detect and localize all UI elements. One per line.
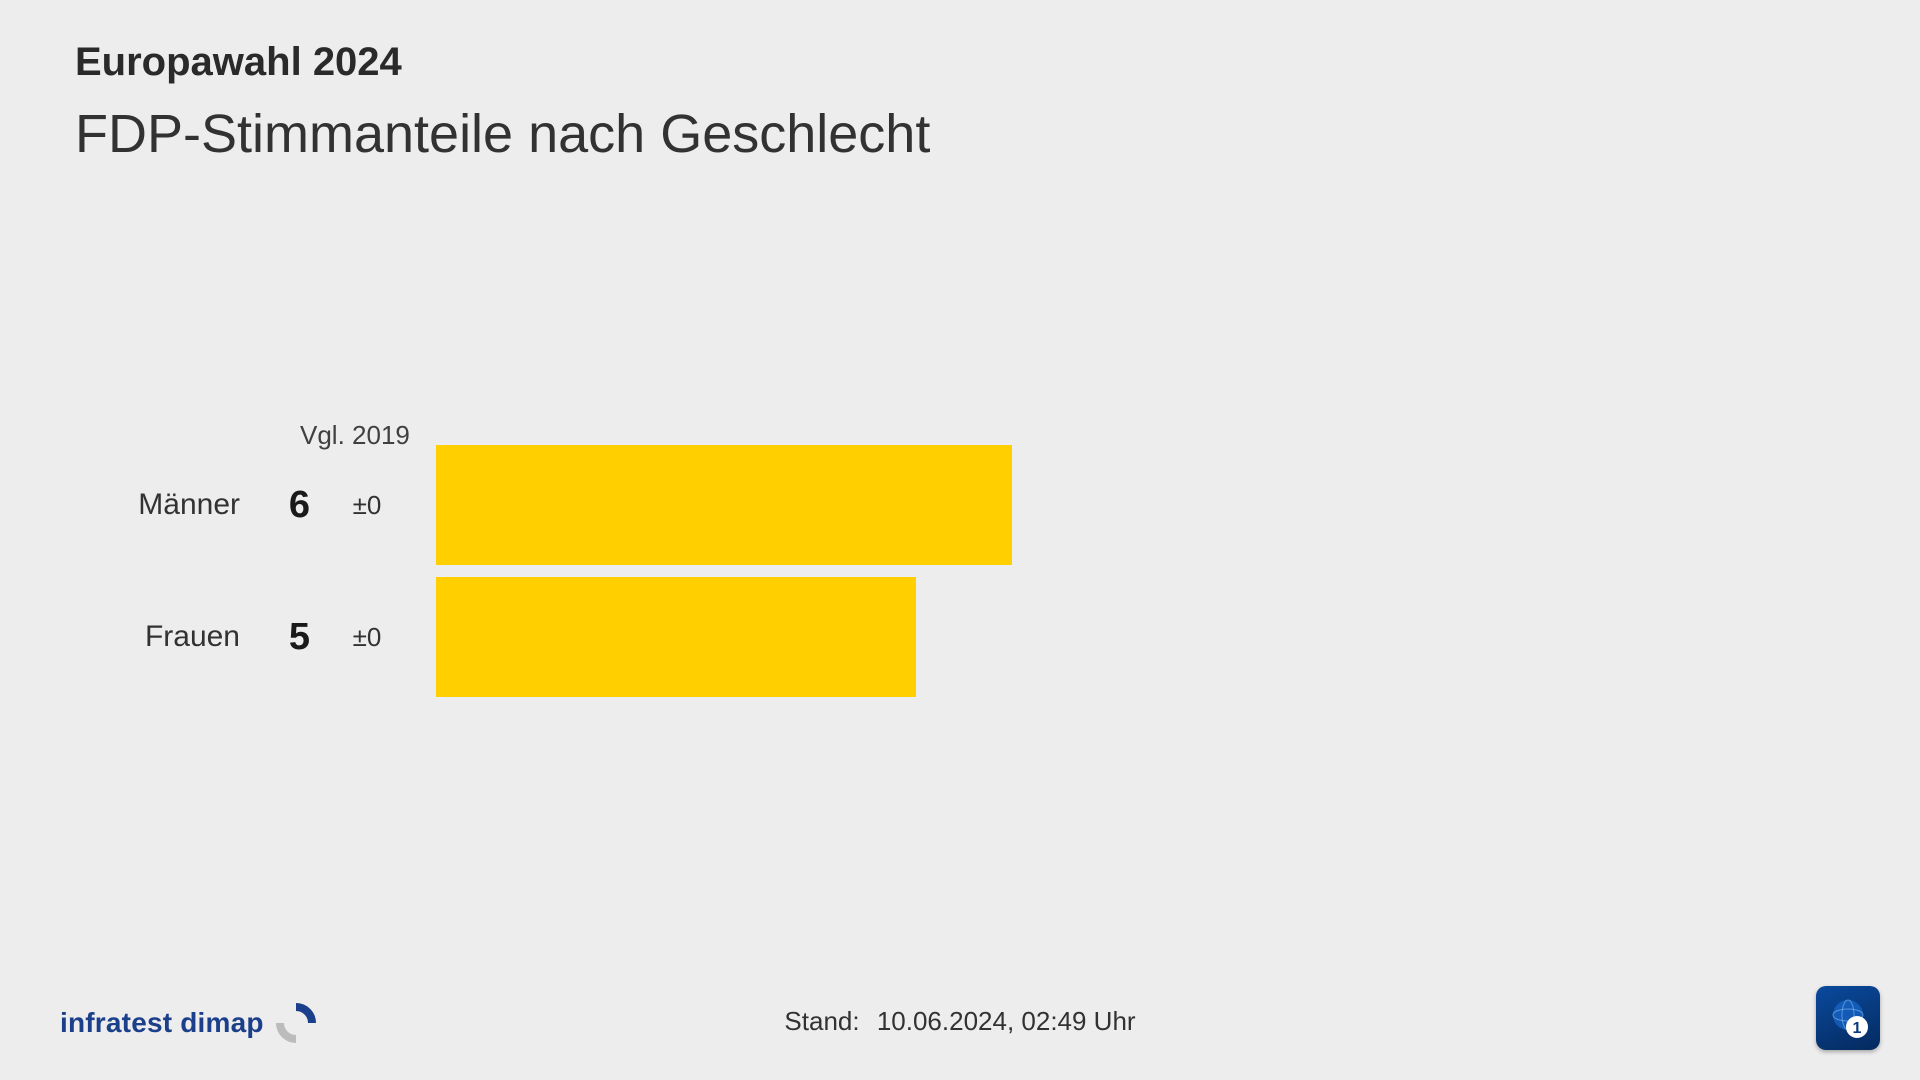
infratest-dimap-icon bbox=[274, 1001, 318, 1045]
timestamp-label: Stand: bbox=[784, 1006, 859, 1036]
bars-container: Männer 6 ±0 Frauen 5 ±0 bbox=[75, 440, 1845, 702]
chart-title: FDP-Stimmanteile nach Geschlecht bbox=[75, 103, 930, 165]
bar-delta: ±0 bbox=[328, 490, 406, 521]
ard-globe-icon: 1 bbox=[1823, 993, 1873, 1043]
chart-area: Vgl. 2019 Männer6±0Frauen5±0 bbox=[75, 440, 1845, 702]
svg-text:1: 1 bbox=[1853, 1020, 1862, 1037]
source-name: infratest dimap bbox=[60, 1007, 264, 1039]
bar-value: 6 bbox=[250, 484, 310, 527]
bar-fill bbox=[436, 577, 916, 697]
chart-supertitle: Europawahl 2024 bbox=[75, 40, 930, 85]
bar-track bbox=[436, 577, 1845, 697]
bar-track bbox=[436, 445, 1845, 565]
bar-fill bbox=[436, 445, 1012, 565]
chart-footer: infratest dimap Stand: 10.06.2024, 02:49… bbox=[0, 985, 1920, 1045]
broadcaster-logo: 1 bbox=[1816, 986, 1880, 1050]
bar-delta: ±0 bbox=[328, 622, 406, 653]
source-attribution: infratest dimap bbox=[60, 1001, 318, 1045]
data-timestamp: Stand: 10.06.2024, 02:49 Uhr bbox=[784, 1006, 1135, 1037]
timestamp-value: 10.06.2024, 02:49 Uhr bbox=[877, 1006, 1136, 1036]
bar-row: Männer 6 ±0 bbox=[75, 440, 1845, 570]
bar-value: 5 bbox=[250, 616, 310, 659]
chart-header: Europawahl 2024 FDP-Stimmanteile nach Ge… bbox=[75, 40, 930, 165]
bar-category-label: Frauen bbox=[75, 620, 240, 654]
bar-category-label: Männer bbox=[75, 488, 240, 522]
bar-row: Frauen 5 ±0 bbox=[75, 572, 1845, 702]
